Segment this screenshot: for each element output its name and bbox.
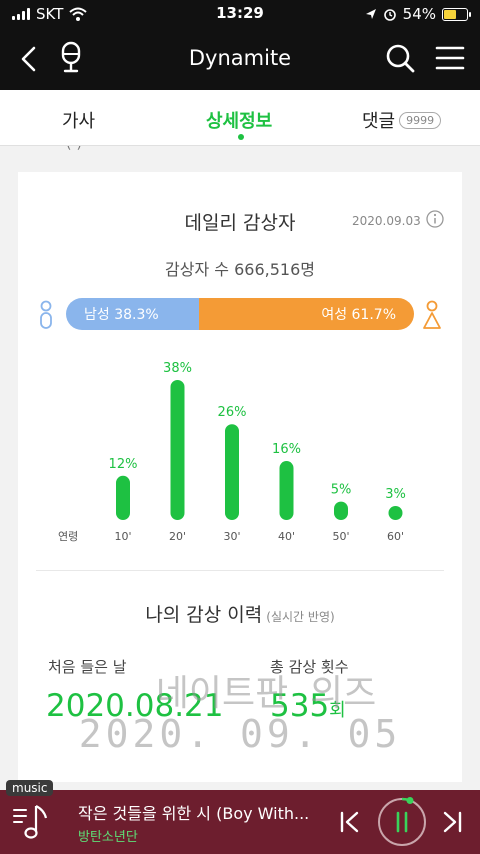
active-tab-indicator	[238, 134, 244, 140]
total-plays-count: 535회	[270, 688, 346, 724]
status-right: 54%	[365, 5, 471, 23]
tab-bar: 가사 상세정보 댓글 9999	[0, 90, 480, 146]
total-plays-label: 총 감상 횟수	[270, 658, 349, 676]
total-plays-number: 535	[270, 688, 330, 724]
history-subtitle: (실시간 반영)	[266, 610, 335, 624]
comments-count-badge: 9999	[399, 111, 442, 129]
age-value-label-4: 5%	[331, 483, 352, 498]
total-plays-unit: 회	[329, 700, 346, 721]
age-bar-5	[388, 506, 403, 520]
age-category-label-3: 40'	[278, 530, 295, 543]
playlist-icon[interactable]	[12, 802, 52, 842]
battery-percent: 54%	[402, 5, 436, 23]
header: Dynamite	[0, 28, 480, 90]
battery-fill	[444, 9, 456, 19]
stats-date: 2020.09.03	[352, 214, 421, 228]
age-category-label-0: 10'	[114, 530, 131, 543]
female-icon	[423, 300, 441, 329]
age-chart: 12% 10' 38% 20' 26% 30' 16% 40' 5% 50' 3% 60' 연령	[18, 352, 462, 552]
status-bar: SKT 13:29 54%	[0, 0, 480, 28]
battery-icon	[442, 7, 471, 21]
search-icon[interactable]	[384, 42, 416, 74]
age-category-label-4: 50'	[332, 530, 349, 543]
age-value-label-2: 26%	[218, 405, 247, 420]
next-icon[interactable]	[440, 810, 464, 834]
listener-count: 감상자 수 666,516명	[165, 260, 315, 279]
age-bar-3	[279, 461, 294, 520]
male-segment: 남성 38.3%	[66, 298, 200, 330]
male-icon	[40, 300, 52, 329]
top-bar: SKT 13:29 54%	[0, 0, 480, 90]
tab-comments-label: 댓글	[362, 111, 396, 132]
menu-icon[interactable]	[434, 44, 466, 72]
age-axis-title: 연령	[58, 530, 79, 543]
prev-icon[interactable]	[338, 810, 362, 834]
age-category-label-2: 30'	[223, 530, 240, 543]
alarm-icon	[383, 9, 396, 21]
history-title-text: 나의 감상 이력	[145, 604, 263, 626]
section-divider	[36, 570, 444, 571]
age-value-label-3: 16%	[272, 442, 301, 457]
first-listen-label: 처음 들은 날	[48, 658, 127, 676]
status-left: SKT	[12, 5, 88, 23]
first-listen-date: 2020.08.21	[46, 688, 224, 724]
status-time: 13:29	[216, 4, 264, 22]
pause-icon[interactable]	[376, 796, 428, 848]
age-bar-2	[225, 424, 239, 520]
age-value-label-5: 3%	[385, 487, 406, 502]
age-category-label-1: 20'	[169, 530, 186, 543]
female-segment: 여성 61.7%	[199, 298, 414, 330]
history-title: 나의 감상 이력 (실시간 반영)	[18, 600, 462, 627]
tab-detail[interactable]: 상세정보	[206, 107, 273, 140]
now-playing-artist[interactable]: 방탄소년단	[78, 830, 138, 845]
location-icon	[365, 9, 376, 19]
age-chart-svg: 12% 10' 38% 20' 26% 30' 16% 40' 5% 50' 3% 60'	[109, 361, 406, 543]
signal-icon	[12, 8, 30, 20]
mic-icon[interactable]	[56, 40, 86, 76]
tab-detail-label: 상세정보	[206, 111, 273, 132]
music-tag: music	[6, 780, 54, 796]
age-bar-1	[170, 380, 185, 520]
back-arrow-icon[interactable]	[14, 42, 44, 76]
now-playing-title[interactable]: 작은 것들을 위한 시 (Boy With...	[78, 804, 310, 823]
clipped-previous-content: (-)	[66, 146, 126, 154]
mini-player[interactable]: 작은 것들을 위한 시 (Boy With... 방탄소년단	[0, 790, 480, 854]
tab-comments[interactable]: 댓글 9999	[362, 107, 442, 133]
wifi-icon	[69, 7, 88, 21]
daily-listeners-title: 데일리 감상자	[184, 212, 296, 234]
age-category-label-5: 60'	[387, 530, 404, 543]
stats-card: 데일리 감상자 2020.09.03 감상자 수 666,516명 남성 38.…	[18, 172, 462, 782]
carrier-label: SKT	[36, 5, 64, 23]
tab-lyrics[interactable]: 가사	[62, 111, 96, 132]
age-bar-4	[334, 501, 348, 520]
info-icon[interactable]	[426, 210, 444, 228]
age-value-label-0: 12%	[109, 457, 138, 472]
age-bar-0	[116, 475, 130, 520]
age-value-label-1: 38%	[163, 361, 192, 376]
gender-ratio-bar: 남성 38.3% 여성 61.7%	[66, 298, 414, 330]
song-title: Dynamite	[188, 46, 292, 70]
